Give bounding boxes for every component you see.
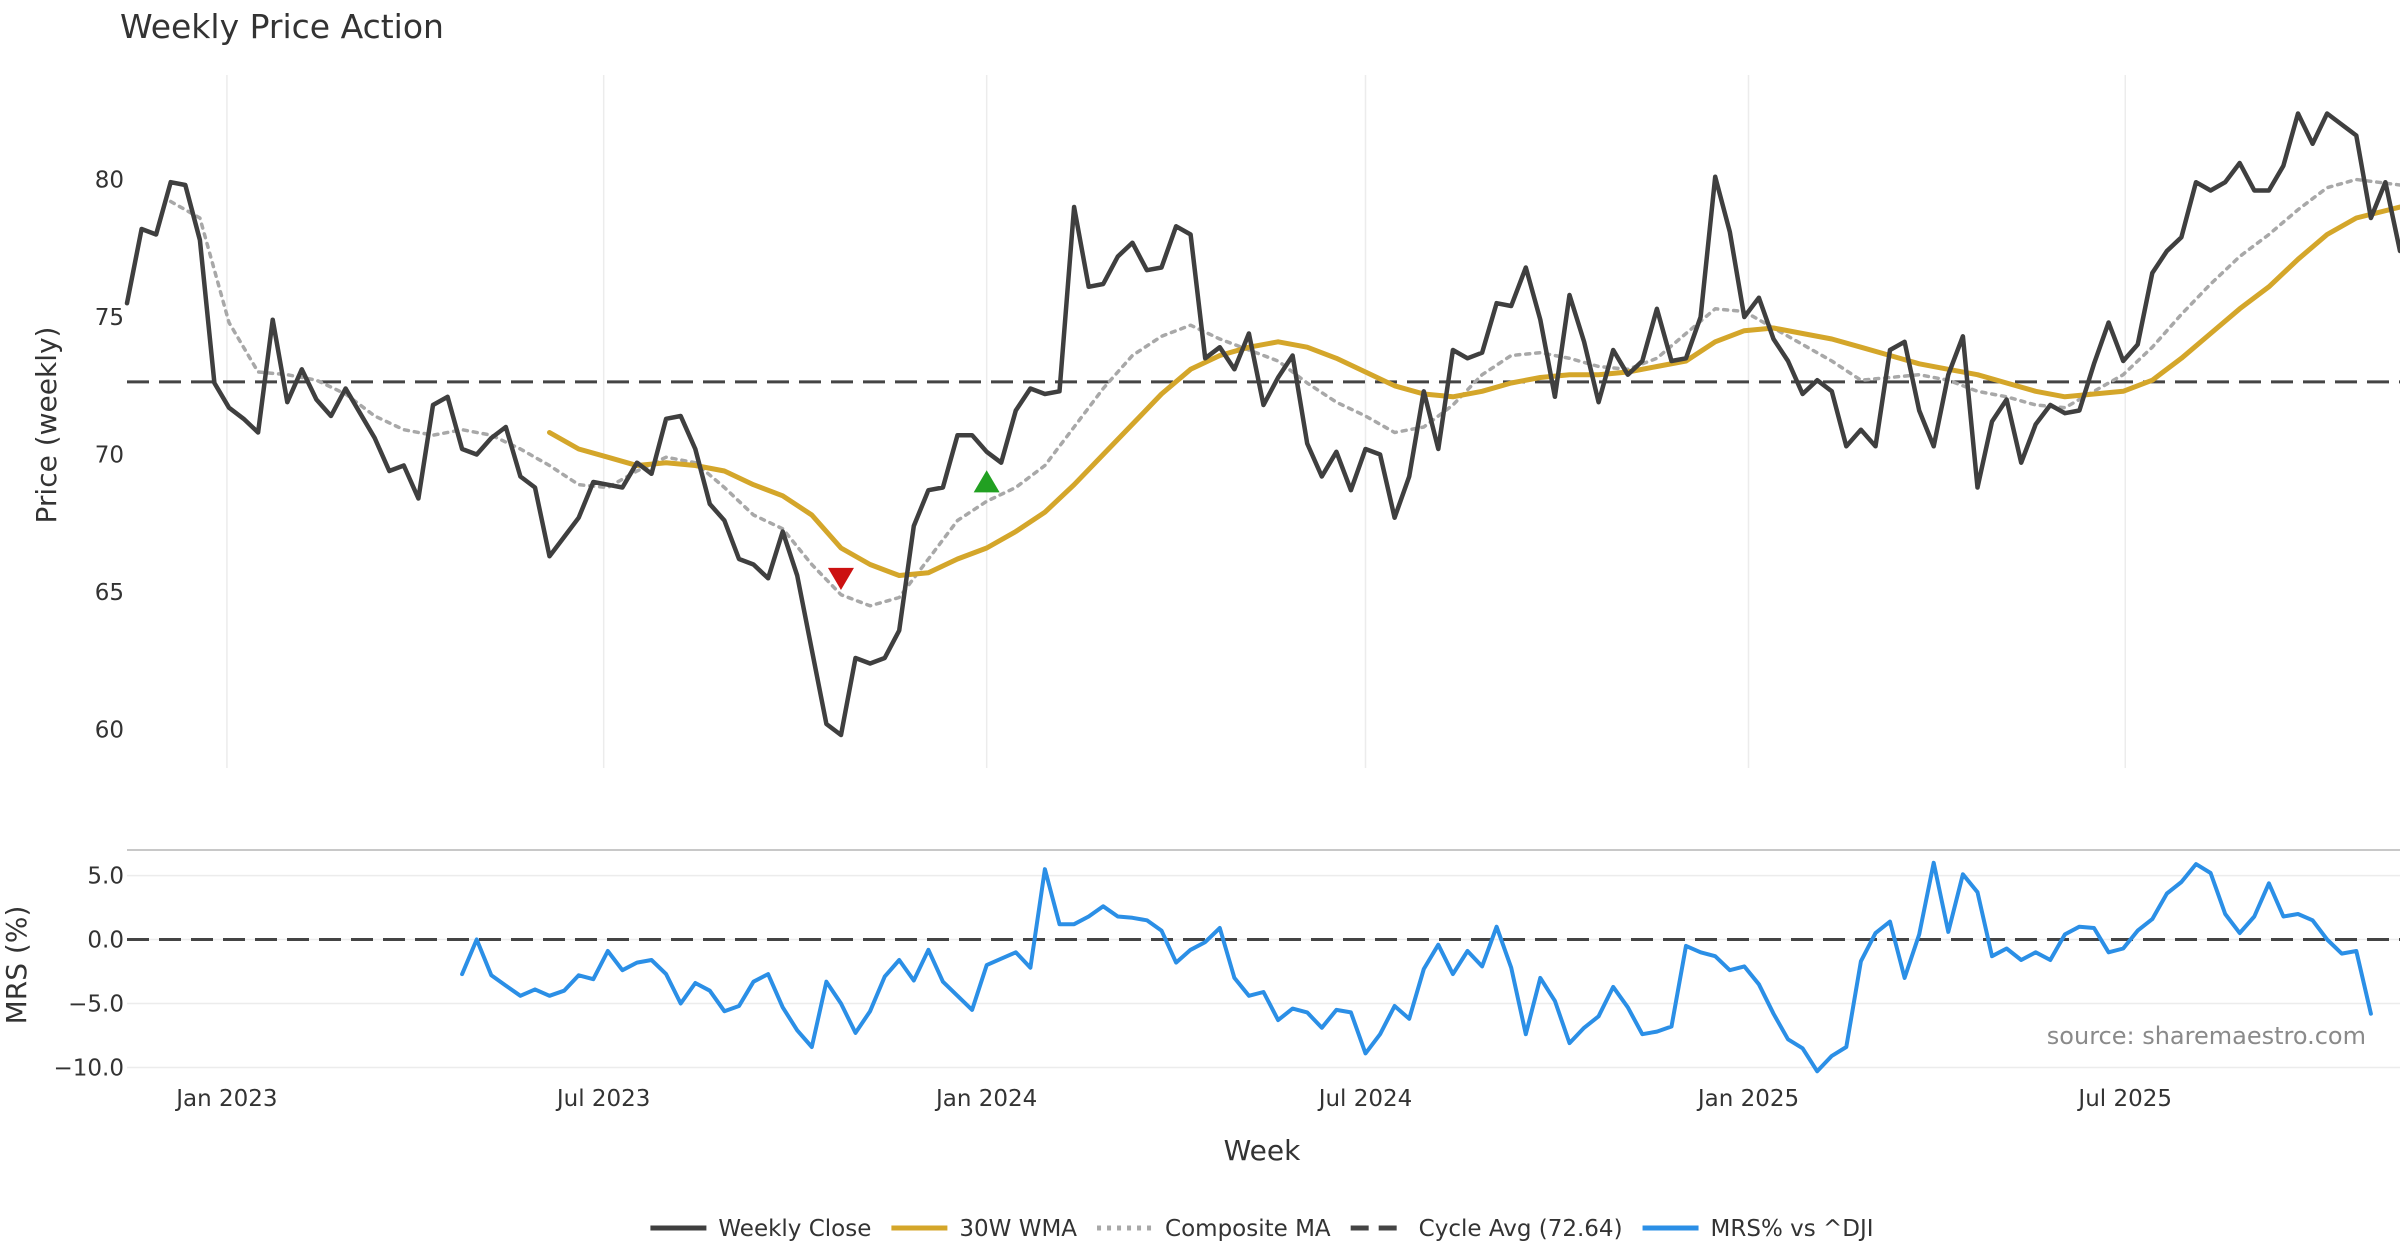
x-tick-label: Jan 2024 [934,1086,1037,1112]
chart-title: Weekly Price Action [120,7,444,46]
series-mrs-vs-dji [460,860,2373,1074]
mrs-y-tick-label: 5.0 [87,864,124,890]
sell-signal-marker [827,567,854,590]
price-y-tick-label: 70 [95,443,124,469]
legend-item: Weekly Close [650,1216,871,1242]
legend-label: MRS% vs ^DJI [1711,1216,1874,1242]
legend-label: Weekly Close [718,1216,871,1242]
legend-item: Cycle Avg (72.64) [1350,1216,1623,1242]
legend-label: 30W WMA [959,1216,1077,1242]
price-y-tick-label: 60 [95,718,124,744]
legend-item: Composite MA [1097,1216,1331,1242]
price-y-tick-label: 75 [95,305,124,331]
x-tick-label: Jan 2025 [1696,1086,1799,1112]
legend-item: MRS% vs ^DJI [1642,1216,1874,1242]
legend-item: 30W WMA [891,1216,1077,1242]
source-annotation: source: sharemaestro.com [2047,1022,2366,1050]
mrs-y-tick-label: 0.0 [87,928,124,954]
chart-legend: Weekly Close 30W WMA Composite MA Cycle Avg… [650,1216,1874,1242]
mrs-y-tick-label: −10.0 [54,1055,124,1081]
x-tick-label: Jul 2024 [1317,1086,1413,1112]
price-y-axis-label: Price (weekly) [30,327,63,524]
x-axis-label: Week [1224,1134,1301,1167]
x-tick-label: Jul 2023 [555,1086,651,1112]
x-tick-label: Jul 2025 [2076,1086,2172,1112]
price-y-tick-label: 80 [95,168,124,194]
series-weekly-close [124,111,2400,738]
price-y-tick-label: 65 [95,580,124,606]
mrs-y-axis-label: MRS (%) [0,906,33,1025]
legend-label: Composite MA [1165,1216,1331,1242]
mrs-y-tick-label: −5.0 [68,991,124,1017]
buy-signal-marker [973,470,1000,493]
x-tick-label: Jan 2023 [174,1086,277,1112]
legend-label: Cycle Avg (72.64) [1419,1216,1623,1242]
series-30w-wma [547,204,2400,578]
series-composite-ma [168,177,2400,608]
